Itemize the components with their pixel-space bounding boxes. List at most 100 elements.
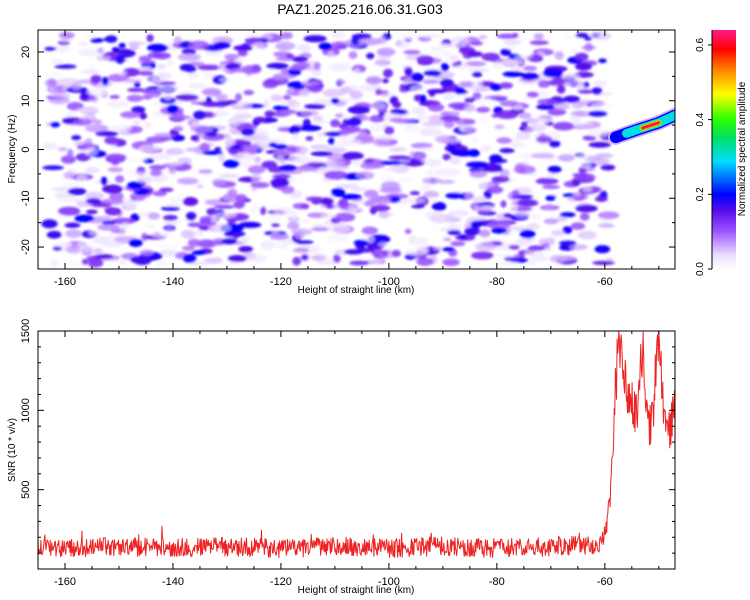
spectrogram-noise-blob: [126, 181, 143, 190]
spectrogram-noise-blob: [311, 68, 322, 76]
spectrogram-noise-blob: [149, 169, 163, 177]
spectrogram-noise-blob: [391, 249, 401, 258]
spectrogram-noise-blob: [416, 257, 434, 266]
spectrogram-noise-blob: [188, 82, 207, 90]
spectrogram-noise-blob: [305, 196, 324, 202]
spectrogram-noise-blob: [224, 53, 237, 60]
spectrogram-noise-blob: [227, 188, 238, 198]
snr-frame: [37, 330, 676, 570]
spectrogram-noise-blob: [296, 44, 312, 52]
spectrogram-noise-blob: [51, 187, 69, 192]
spectrogram-noise-blob: [300, 124, 322, 132]
spectrogram-noise-blob: [148, 212, 160, 220]
spectrogram-noise-blob: [441, 247, 455, 252]
spectrogram-noise-blob: [234, 113, 254, 119]
spectrogram-noise-blob: [292, 56, 308, 63]
spectrogram-noise-blob: [545, 237, 556, 245]
spectrogram-noise-blob: [440, 115, 461, 122]
spectrogram-noise-blob: [500, 200, 507, 208]
spectrogram-noise-blob: [343, 114, 351, 120]
spectrogram-noise-blob: [274, 207, 292, 216]
spectrogram-noise-blob: [113, 123, 132, 133]
spectrogram-noise-blob: [547, 165, 562, 174]
spectrogram-noise-blob: [579, 212, 590, 221]
spectrogram-noise-blob: [326, 204, 334, 209]
spectrogram-noise-blob: [491, 227, 507, 234]
spectrogram-noise-blob: [248, 254, 267, 263]
spectrogram-noise-blob: [514, 238, 532, 247]
spectrogram-noise-blob: [449, 94, 471, 100]
spectrogram-noise-blob: [213, 41, 231, 49]
spectrogram-noise-blob: [435, 135, 456, 144]
spectrogram-noise-blob: [51, 93, 71, 99]
spectrogram-noise-blob: [166, 57, 174, 67]
spectrogram-noise-blob: [320, 197, 334, 206]
spectrogram-noise-blob: [189, 260, 213, 266]
spectrogram-noise-blob: [397, 176, 415, 182]
spectrogram-noise-blob: [473, 98, 498, 104]
spectrogram-noise-blob: [288, 126, 300, 135]
spectrogram-noise-blob: [107, 166, 124, 173]
spectrogram-noise-blob: [173, 125, 184, 132]
spectrogram-noise-blob: [85, 209, 98, 215]
spectrogram-noise-blob: [418, 147, 434, 152]
spectrogram-noise-blob: [464, 97, 476, 103]
spectrogram-noise-blob: [102, 184, 124, 194]
spectrogram-noise-blob: [442, 258, 460, 267]
spectrogram-noise-blob: [375, 88, 383, 96]
spectrogram-noise-blob: [289, 65, 304, 71]
spectrogram-noise-blob: [247, 165, 266, 174]
spectrogram-noise-blob: [414, 152, 427, 161]
spectrogram-noise-blob: [173, 36, 182, 45]
spectrogram-noise-blob: [163, 93, 173, 101]
spectrogram-noise-blob: [559, 240, 577, 246]
spectrogram-noise-blob: [65, 229, 83, 238]
spectrogram-noise-blob: [508, 245, 520, 250]
spectrogram-noise-blob: [411, 106, 426, 115]
spectrogram-noise-blob: [194, 229, 204, 237]
spectrogram-noise-blob: [597, 211, 620, 220]
spectrogram-noise-blob: [312, 115, 324, 122]
spectrogram-noise-blob: [320, 213, 338, 218]
snr-y-axis-label: SNR (10 * v/v): [7, 418, 18, 482]
spectrogram-noise-blob: [519, 229, 536, 239]
spectrogram-noise-blob: [333, 64, 342, 70]
spectrogram-noise-blob: [81, 69, 101, 75]
spectrogram-noise-blob: [311, 255, 326, 261]
spectrogram-noise-blob: [530, 153, 555, 159]
spectrogram-noise-blob: [233, 199, 245, 209]
spectrogram-noise-blob: [385, 167, 403, 172]
spectrogram-noise-blob: [293, 155, 312, 165]
spectrogram-noise-blob: [262, 98, 270, 108]
spectrogram-noise-blob: [247, 146, 258, 155]
spectrogram-noise-blob: [122, 67, 140, 77]
spectrogram-noise-blob: [518, 112, 532, 119]
spectrogram-noise-blob: [266, 62, 289, 70]
spectrogram-noise-blob: [370, 123, 384, 132]
spectrogram-noise-blob: [67, 187, 87, 196]
spectrogram-noise-blob: [444, 55, 458, 64]
spectrogram-noise-blob: [107, 73, 130, 82]
spectrogram-y-tick-label: -10: [20, 190, 32, 206]
spectrogram-noise-blob: [562, 80, 585, 87]
spectrogram-noise-blob: [271, 223, 280, 228]
spectrogram-noise-blob: [90, 37, 104, 43]
spectrogram-noise-blob: [260, 206, 267, 216]
spectrogram-noise-blob: [370, 196, 392, 205]
spectrogram-noise-blob: [422, 79, 440, 84]
spectrogram-noise-blob: [347, 204, 358, 214]
spectrogram-noise-blob: [238, 245, 253, 253]
spectrogram-noise-blob: [93, 247, 104, 255]
spectrogram-x-tick-label: -160: [54, 276, 76, 288]
spectrogram-noise-blob: [431, 49, 451, 59]
spectrogram-noise-blob: [449, 209, 470, 217]
spectrogram-noise-blob: [437, 179, 456, 184]
spectrogram-noise-blob: [337, 250, 344, 257]
spectrogram-noise-blob: [403, 197, 427, 204]
spectrogram-noise-blob: [496, 137, 512, 144]
spectrogram-noise-blob: [416, 114, 431, 122]
spectrogram-noise-blob: [500, 48, 512, 56]
spectrogram-noise-blob: [491, 175, 510, 183]
spectrogram-noise-blob: [288, 68, 301, 76]
spectrogram-noise-blob: [253, 156, 261, 164]
